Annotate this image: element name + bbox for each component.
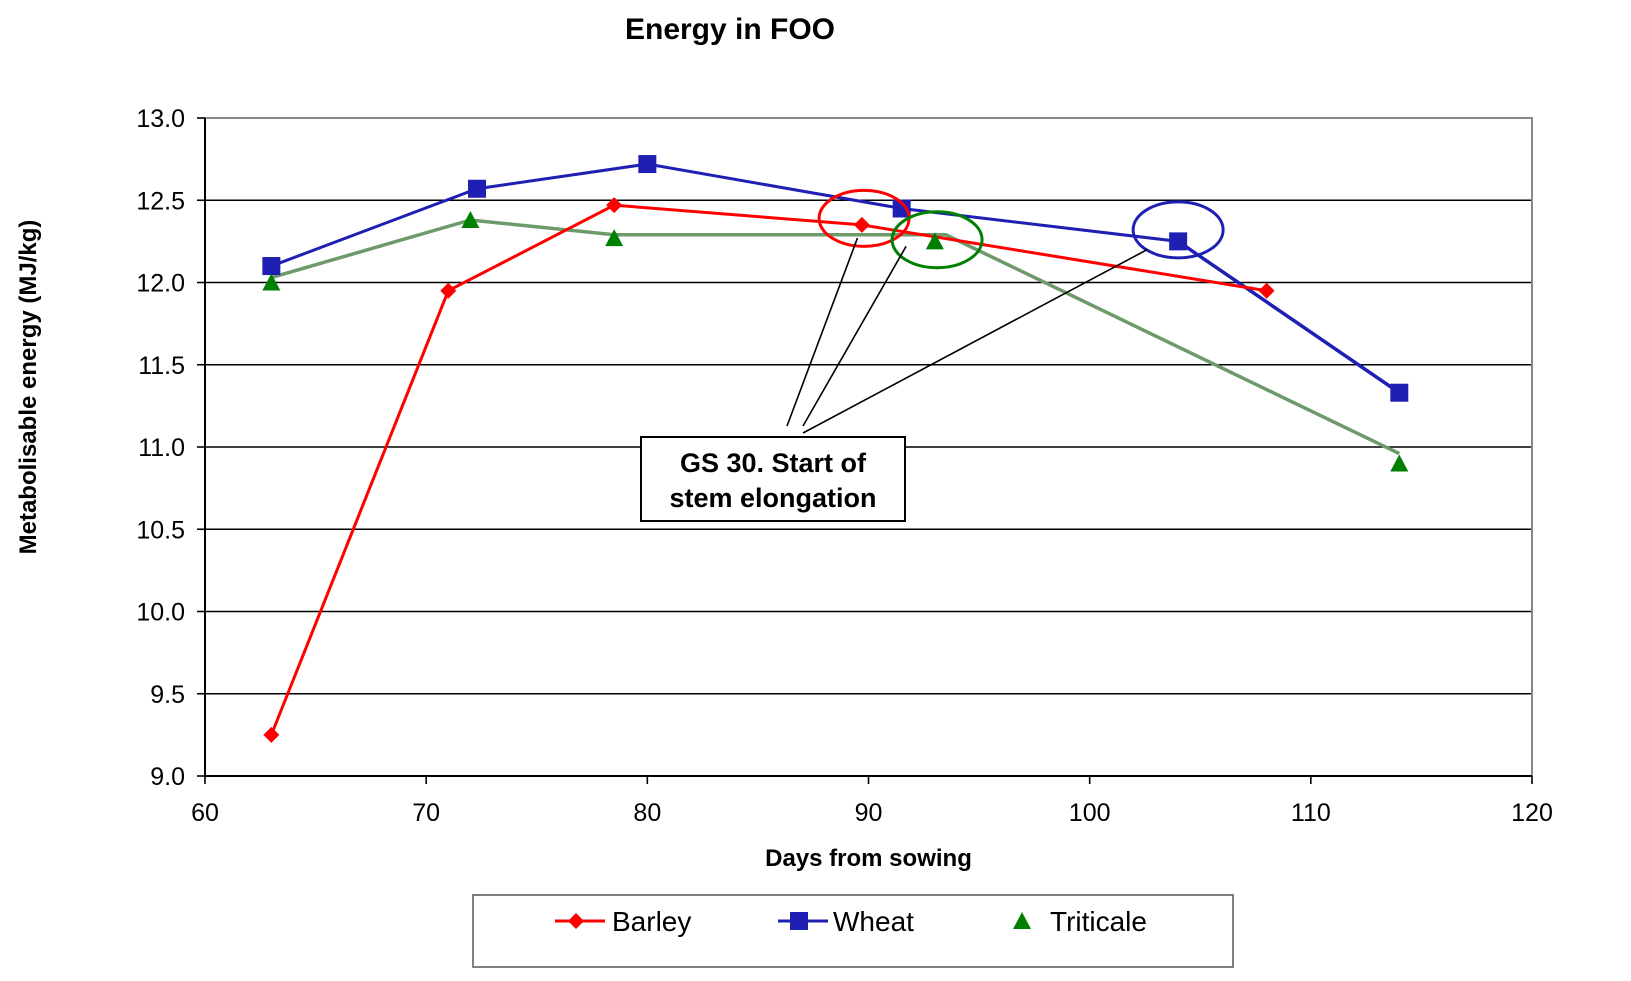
annotation: GS 30. Start of stem elongation <box>640 237 1148 522</box>
gridlines <box>205 117 1532 695</box>
x-tick-label: 70 <box>412 799 440 827</box>
y-tick-label: 10.0 <box>136 599 185 627</box>
data-point <box>1169 232 1188 251</box>
x-tick-label: 90 <box>855 799 883 827</box>
annotation-leader-line <box>802 248 1148 434</box>
highlight-circle <box>1131 200 1225 260</box>
data-point <box>853 216 870 233</box>
data-point <box>468 179 487 198</box>
legend: Barley Wheat Triticale <box>472 894 1234 968</box>
x-tick-label: 120 <box>1511 799 1553 827</box>
data-point <box>605 229 624 247</box>
annotation-text: stem elongation <box>669 483 876 513</box>
legend-marker <box>1013 912 1031 929</box>
axes: 9.0 9.5 10.0 10.5 11.0 11.5 12.0 12.5 13.0 60 70 80… <box>136 105 1553 827</box>
highlight-circle <box>890 210 984 270</box>
annotation-box <box>640 436 906 522</box>
legend-box <box>472 894 1234 968</box>
data-point <box>925 232 944 250</box>
x-tick-label: 60 <box>191 799 219 827</box>
x-tick-label: 100 <box>1069 799 1111 827</box>
trend-line <box>1177 239 1401 395</box>
x-tick-label: 80 <box>633 799 661 827</box>
highlight-circle <box>817 188 911 248</box>
x-axis-label: Days from sowing <box>765 845 972 872</box>
y-tick-label: 9.0 <box>150 763 185 791</box>
data-point <box>1390 454 1409 472</box>
y-tick-label: 11.0 <box>138 434 185 462</box>
chart-title: Energy in FOO <box>625 13 835 46</box>
x-tick-label: 110 <box>1291 799 1331 827</box>
legend-label: Triticale <box>1050 906 1147 937</box>
data-point <box>606 197 623 214</box>
legend-marker <box>568 913 584 929</box>
data-point <box>892 199 911 218</box>
data-point <box>262 273 281 291</box>
data-point <box>262 257 281 276</box>
annotation-leader-line <box>786 237 859 427</box>
y-tick-label: 11.5 <box>138 352 185 380</box>
data-point <box>1390 383 1409 402</box>
y-axis-label: Metabolisable energy (MJ/kg) <box>15 220 42 555</box>
y-tick-label: 13.0 <box>136 105 185 133</box>
data-point <box>638 155 657 174</box>
trend-line <box>270 218 1401 456</box>
data-point <box>263 726 280 743</box>
legend-marker <box>790 912 808 930</box>
data-point <box>461 210 480 228</box>
legend-label: Wheat <box>833 906 914 937</box>
y-tick-label: 12.5 <box>136 187 185 215</box>
series-layer <box>262 155 1409 743</box>
legend-label: Barley <box>612 906 691 937</box>
y-tick-label: 9.5 <box>150 681 185 709</box>
highlight-circles <box>817 188 1225 270</box>
y-tick-label: 12.0 <box>136 270 185 298</box>
annotation-leader-line <box>802 245 907 427</box>
data-point <box>1258 282 1275 299</box>
annotation-text: GS 30. Start of <box>680 448 867 478</box>
y-tick-label: 10.5 <box>136 516 185 544</box>
data-point <box>440 282 457 299</box>
